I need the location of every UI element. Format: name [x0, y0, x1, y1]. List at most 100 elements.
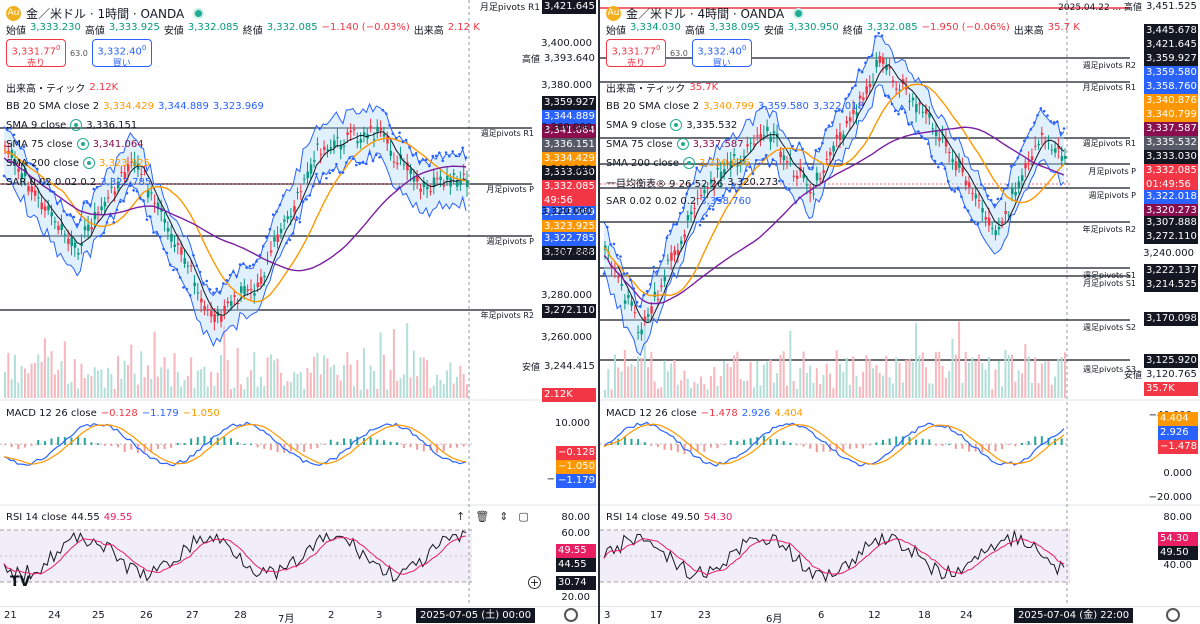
volume-bar [399, 378, 402, 398]
volume-bar [984, 369, 987, 398]
sar-dot [225, 279, 228, 282]
candle-body [1004, 211, 1007, 214]
indicator-row[interactable]: SMA 9 close 3,335.532 [606, 118, 737, 132]
price-tag: 35.7K [1144, 382, 1198, 396]
sar-dot [821, 141, 824, 145]
sar-dot [973, 220, 976, 224]
candle-body [1024, 162, 1027, 169]
sma9-line [603, 64, 1065, 324]
sar-dot [970, 218, 973, 222]
candle-body [200, 298, 203, 303]
indicator-row[interactable]: 出来高・ティック 35.7K [606, 80, 718, 95]
volume-bar [650, 352, 653, 398]
visibility-eye-icon[interactable] [76, 138, 89, 150]
buy-button[interactable]: 3,332.400 買い [691, 39, 752, 69]
candle-body [640, 329, 643, 335]
volume-bar [627, 366, 630, 398]
volume-bar [911, 361, 914, 398]
volume-bar [366, 389, 369, 398]
chart-panel-1h[interactable]: Au 金／米ドル · 1時間 · OANDA 始値 3,333.230 高値 3,33… [0, 0, 598, 624]
sar-dot [764, 153, 768, 157]
maximize-icon[interactable]: ▢ [518, 510, 529, 523]
visibility-eye-icon[interactable] [83, 157, 96, 169]
sar-dot [761, 157, 765, 161]
sar-dot [735, 189, 738, 193]
sar-dot [265, 236, 268, 239]
sar-dot [913, 132, 917, 136]
candle-body [113, 191, 117, 195]
candle-body [349, 130, 353, 133]
candle-body [466, 180, 469, 187]
sell-button[interactable]: 3,331.770 売り [6, 39, 66, 69]
candle-body [296, 192, 299, 194]
indicator-value: 3,335.532 [686, 119, 738, 131]
sar-dot [168, 263, 172, 266]
sar-dot [907, 122, 910, 125]
candle-body [680, 240, 683, 245]
candle-body [699, 194, 703, 196]
sar-dot [2, 174, 6, 178]
indicator-row[interactable]: SMA 75 close 3,337.587 [606, 137, 744, 151]
settings-gear-icon[interactable] [1166, 608, 1180, 622]
indicator-row[interactable]: BB 20 SMA close 2 3,334.429 3,344.889 3,323… [6, 99, 264, 113]
candle-body [176, 243, 180, 245]
macd-histogram-bar [230, 438, 233, 445]
candle-body [653, 291, 657, 297]
volume-bar [70, 381, 73, 398]
sar-dot [205, 279, 209, 283]
tradingview-logo[interactable]: TV [10, 574, 31, 590]
candle-body [795, 175, 799, 179]
plus-icon[interactable]: + [528, 576, 541, 589]
volume-bar [20, 365, 23, 398]
candle-body [37, 197, 40, 199]
chart-canvas-4h[interactable] [600, 0, 1200, 624]
indicator-row[interactable]: SMA 75 close 3,341.064 [6, 137, 144, 151]
indicator-row[interactable]: BB 20 SMA close 2 3,340.799 3,359.580 3,322… [606, 99, 864, 113]
sar-dot [807, 166, 811, 170]
macd-histogram-bar [150, 444, 153, 453]
symbol-title[interactable]: 金／米ドル · 4時間 · OANDA [626, 6, 785, 21]
indicator-row[interactable]: 一目均衡表® 9 26 52 26 3,320.273 [606, 175, 778, 190]
buy-button[interactable]: 3,332.400 買い [91, 39, 152, 69]
chart-panel-4h[interactable]: Au 金／米ドル · 4時間 · OANDA 始値 3,334.030 高値 3,33… [600, 0, 1200, 624]
panel-divider[interactable] [598, 0, 600, 624]
bollinger-upper [3, 102, 467, 297]
indicator-row[interactable]: SMA 200 close 3,320.876 [606, 156, 750, 170]
sell-button[interactable]: 3,331.770 売り [606, 39, 666, 69]
candle-body [647, 314, 650, 317]
candle-body [449, 177, 452, 187]
collapse-icon[interactable]: ⇕ [499, 510, 509, 523]
time-axis[interactable]: 21 24 25 26 27 28 7月 2 3 2025-07-05 (土) 00:00 [0, 606, 598, 624]
arrow-up-icon[interactable]: ↑ [456, 510, 466, 523]
sar-dot [956, 187, 960, 191]
volume-bar [286, 381, 289, 398]
sar-dot [155, 232, 159, 235]
candle-body [842, 134, 845, 140]
visibility-eye-icon[interactable] [676, 138, 689, 150]
trash-icon[interactable]: 🗑 [475, 510, 490, 523]
candle-body [186, 265, 190, 267]
indicator-row[interactable]: SMA 9 close 3,336.151 [6, 118, 137, 132]
settings-gear-icon[interactable] [564, 608, 578, 622]
time-axis[interactable]: 3 17 23 6月 6 12 18 24 2025-07-04 (金) 22:00 [600, 606, 1200, 624]
volume-bar [333, 364, 336, 398]
macd-histogram-bar [43, 441, 46, 445]
visibility-eye-icon[interactable] [683, 157, 696, 169]
indicator-row[interactable]: SAR 0.02 0.02 0.2 3,358.760 [606, 194, 751, 208]
candle-body [921, 111, 925, 113]
volume-bar [769, 359, 772, 398]
symbol-title[interactable]: 金／米ドル · 1時間 · OANDA [26, 6, 185, 21]
sar-dot [966, 209, 970, 213]
indicator-row[interactable]: SMA 200 close 3,323.925 [6, 156, 150, 170]
visibility-eye-icon[interactable] [670, 119, 683, 131]
volume-bar [604, 389, 606, 398]
volume-bar [815, 367, 818, 398]
sar-dot [218, 290, 222, 293]
sar-dot [738, 186, 741, 189]
indicator-row[interactable]: 出来高・ティック 2.12K [6, 80, 118, 95]
chart-canvas-1h[interactable] [0, 0, 598, 624]
candle-body [954, 161, 958, 171]
visibility-eye-icon[interactable] [70, 119, 83, 131]
indicator-row[interactable]: SAR 0.02 0.02 0.2 3,322.785 [6, 175, 151, 189]
volume-bar [663, 360, 666, 398]
